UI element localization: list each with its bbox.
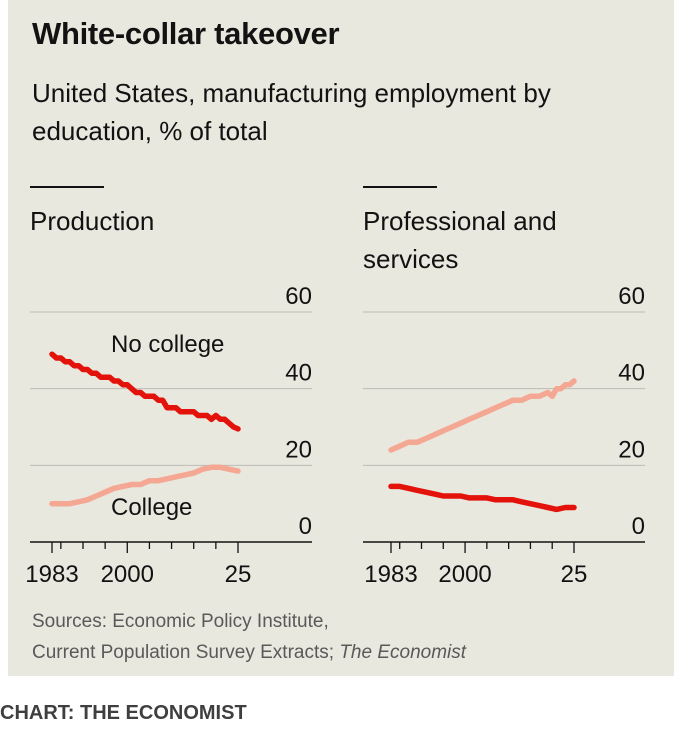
source-line-2-text: Current Population Survey Extracts; <box>32 642 340 663</box>
series-line-college-professional <box>388 378 577 453</box>
panel-title-line: Professional and <box>363 206 557 236</box>
source-line-2: Current Population Survey Extracts; The … <box>32 637 466 668</box>
chart-svg: Production 0 20 40 60 1983 2000 25 No college Col… <box>25 186 645 588</box>
y-tick-label: 20 <box>618 436 645 463</box>
series-line-college-production <box>49 464 241 507</box>
panel-title-line: Production <box>30 206 154 236</box>
y-tick-label: 40 <box>618 360 645 387</box>
x-tick-label: 2000 <box>438 561 491 588</box>
x-tick-label: 1983 <box>364 561 417 588</box>
panel-title-line: services <box>363 244 458 274</box>
source-note: Sources: Economic Policy Institute, Curr… <box>32 606 466 668</box>
chart-credit: CHART: THE ECONOMIST <box>0 702 247 724</box>
chart-title: White-collar takeover <box>32 16 340 51</box>
y-tick-label: 0 <box>632 513 645 540</box>
y-tick-label: 60 <box>618 283 645 310</box>
chart-panel: White-collar takeover United States, man… <box>8 0 674 676</box>
series-label: No college <box>111 331 224 358</box>
x-tick-label: 1983 <box>25 561 78 588</box>
chart-subtitle: United States, manufacturing employment … <box>32 78 551 146</box>
x-tick-label: 2000 <box>101 561 154 588</box>
series-line-no-college-professional <box>388 483 577 513</box>
x-tick-label: 25 <box>225 561 252 588</box>
x-tick-label: 25 <box>561 561 588 588</box>
y-tick-label: 60 <box>285 283 312 310</box>
series-line-no-college-production <box>49 351 241 432</box>
y-tick-label: 0 <box>299 513 312 540</box>
series-label: College <box>111 494 192 521</box>
y-tick-label: 20 <box>285 436 312 463</box>
source-line-1: Sources: Economic Policy Institute, <box>32 611 329 632</box>
source-publication: The Economist <box>339 642 467 663</box>
y-tick-label: 40 <box>285 360 312 387</box>
